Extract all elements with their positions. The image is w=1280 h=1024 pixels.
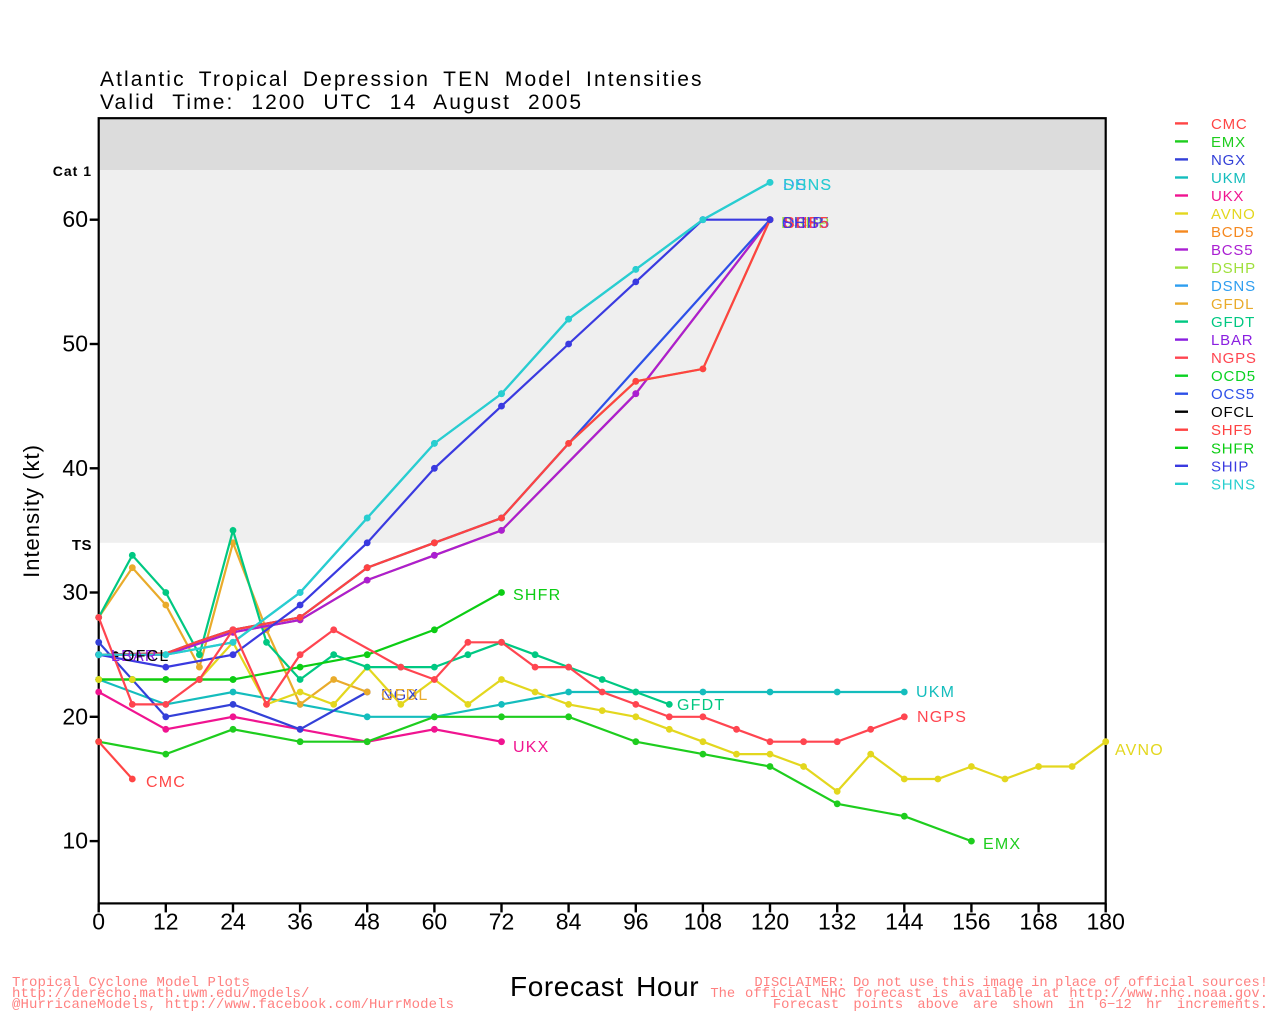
svg-text:LBAR: LBAR [111,648,158,665]
svg-text:SHIP: SHIP [782,215,824,232]
svg-text:@HurricaneModels, http://www.f: @HurricaneModels, http://www.facebook.co… [12,997,454,1013]
svg-text:SHF5: SHF5 [784,215,830,232]
svg-text:96: 96 [623,908,649,934]
svg-text:36: 36 [287,908,313,934]
svg-text:UKM: UKM [1211,170,1247,187]
svg-text:Intensity (kt): Intensity (kt) [19,444,44,578]
svg-text:CMC: CMC [146,774,186,791]
svg-text:UKM: UKM [916,684,955,701]
svg-text:DISCLAIMER: Do not use this im: DISCLAIMER: Do not use this image in pla… [754,975,1268,991]
svg-text:Atlantic Tropical Depression T: Atlantic Tropical Depression TEN Model I… [100,68,704,91]
svg-text:EMX: EMX [1211,134,1246,151]
svg-text:144: 144 [885,908,924,934]
svg-text:EMX: EMX [983,836,1021,853]
svg-text:UKX: UKX [1211,188,1244,205]
svg-text:BCS5: BCS5 [783,215,830,232]
svg-text:Tropical Cyclone Model Plots: Tropical Cyclone Model Plots [12,975,250,991]
svg-text:UKX: UKX [513,739,550,756]
svg-text:TS: TS [72,537,92,554]
svg-text:156: 156 [952,908,990,934]
svg-text:GFDT: GFDT [677,697,725,714]
svg-text:Cat 1: Cat 1 [53,163,92,179]
svg-text:AVNO: AVNO [1211,206,1256,223]
svg-text:SHFR: SHFR [1211,440,1255,457]
svg-text:NGX: NGX [1211,152,1246,169]
svg-text:24: 24 [220,908,246,934]
svg-text:40: 40 [62,455,88,481]
svg-text:168: 168 [1019,908,1057,934]
svg-text:DSNS: DSNS [783,177,832,194]
svg-text:30: 30 [62,579,88,605]
svg-text:GFDL: GFDL [1211,296,1254,313]
svg-text:NGPS: NGPS [917,709,967,726]
svg-text:84: 84 [556,908,582,934]
svg-text:BCD5: BCD5 [1211,224,1254,241]
svg-text:CMC: CMC [1211,116,1248,133]
svg-text:BCS5: BCS5 [1211,242,1253,259]
svg-text:OFCL: OFCL [1211,404,1254,421]
svg-text:SHFR: SHFR [513,587,561,604]
svg-text:NGX: NGX [381,687,419,704]
svg-text:72: 72 [489,908,515,934]
svg-text:0: 0 [92,908,105,934]
svg-text:DSNS: DSNS [1211,278,1256,295]
svg-text:48: 48 [354,908,380,934]
svg-text:DSHP: DSHP [1211,260,1256,277]
svg-text:SHF5: SHF5 [1211,422,1253,439]
svg-text:NGPS: NGPS [1211,350,1257,367]
svg-text:http://derecho.math.uwm.edu/mo: http://derecho.math.uwm.edu/models/ [12,986,310,1002]
svg-text:OFCL: OFCL [122,648,169,665]
svg-text:60: 60 [422,908,448,934]
svg-text:GFDL: GFDL [381,687,428,704]
svg-text:Forecast Hour: Forecast Hour [510,971,699,1002]
svg-text:OCS5: OCS5 [782,215,830,232]
svg-text:60: 60 [62,206,88,232]
svg-text:Valid Time: 1200 UTC 14 August: Valid Time: 1200 UTC 14 August 2005 [100,91,583,114]
svg-text:132: 132 [818,908,856,934]
svg-text:LBAR: LBAR [1211,332,1253,349]
svg-text:AVNO: AVNO [1115,742,1164,759]
svg-text:SHNS: SHNS [1211,476,1256,493]
svg-text:20: 20 [62,703,88,729]
svg-text:12: 12 [153,908,179,934]
svg-text:Forecast points above are show: Forecast points above are shown in 6−12 … [773,997,1268,1013]
svg-text:The official NHC forecast is a: The official NHC forecast is available a… [710,986,1268,1002]
svg-text:DSHP: DSHP [781,215,830,232]
svg-text:120: 120 [751,908,789,934]
svg-text:OCD5: OCD5 [1211,368,1256,385]
svg-text:180: 180 [1087,908,1125,934]
svg-text:10: 10 [62,828,88,854]
svg-text:SHNS: SHNS [783,177,832,194]
svg-text:50: 50 [62,331,88,357]
svg-text:SHIP: SHIP [1211,458,1249,475]
svg-text:OCS5: OCS5 [1211,386,1255,403]
svg-text:108: 108 [684,908,722,934]
svg-text:GFDT: GFDT [1211,314,1255,331]
